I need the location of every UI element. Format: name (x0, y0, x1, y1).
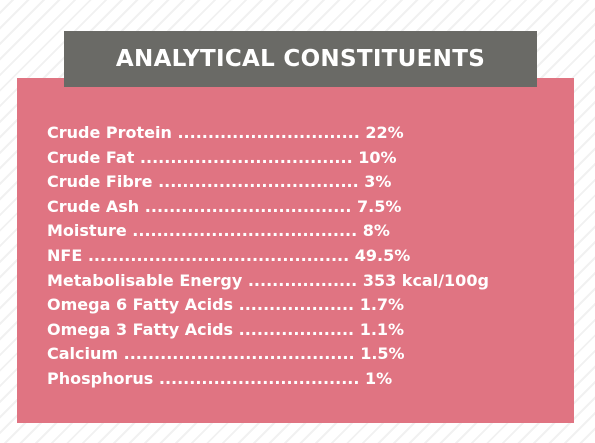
constituent-row-omega-6: Omega 6 Fatty Acids ................... … (47, 293, 489, 318)
constituent-label: Omega 6 Fatty Acids (47, 295, 234, 315)
constituent-label: Crude Fibre (47, 172, 153, 192)
constituent-label: Omega 3 Fatty Acids (47, 319, 234, 339)
constituent-value: 1.1% (359, 319, 405, 339)
constituent-row-crude-protein: Crude Protein ..........................… (47, 121, 489, 146)
page-title: ANALYTICAL CONSTITUENTS (115, 46, 486, 72)
constituent-value: 22% (365, 123, 404, 142)
constituent-label: Phosphorus (47, 368, 154, 388)
constituent-leader-dots: ................... (238, 319, 355, 339)
constituent-row-nfe: NFE ....................................… (47, 244, 489, 269)
constituent-leader-dots: .................. (247, 270, 358, 290)
constituent-value: 1.7% (359, 295, 405, 315)
constituent-leader-dots: .................................. (144, 196, 352, 216)
constituent-leader-dots: ................................... (139, 147, 353, 167)
constituent-label: Crude Ash (47, 196, 140, 216)
constituent-row-crude-fibre: Crude Fibre ............................… (47, 170, 489, 195)
constituent-label: Moisture (47, 221, 127, 241)
constituent-value: 7.5% (357, 196, 402, 216)
constituent-value: 10% (358, 147, 397, 167)
constituent-leader-dots: .............................. (177, 123, 360, 142)
constituent-leader-dots: ................................. (158, 172, 359, 192)
constituent-value: 8% (362, 221, 390, 241)
constituent-leader-dots: ..................................... (132, 221, 358, 241)
constituent-row-crude-ash: Crude Ash ..............................… (47, 195, 489, 220)
constituent-value: 49.5% (354, 245, 411, 265)
constituent-row-crude-fat: Crude Fat ..............................… (47, 146, 489, 171)
constituent-value: 353 kcal/100g (362, 270, 489, 290)
constituent-leader-dots: ........................................… (87, 245, 350, 265)
constituent-leader-dots: ...................................... (123, 344, 355, 364)
constituent-row-omega-3: Omega 3 Fatty Acids ................... … (47, 318, 489, 343)
title-banner: ANALYTICAL CONSTITUENTS (64, 31, 537, 87)
constituent-row-calcium: Calcium ................................… (47, 342, 489, 367)
constituent-value: 3% (364, 172, 392, 192)
constituent-row-phosphorus: Phosphorus .............................… (47, 367, 489, 392)
constituent-label: Crude Fat (47, 147, 135, 167)
constituent-label: Metabolisable Energy (47, 270, 243, 290)
constituent-value: 1% (365, 368, 393, 388)
constituent-label: Crude Protein (47, 123, 172, 142)
constituent-value: 1.5% (360, 344, 405, 364)
constituent-leader-dots: ................... (238, 295, 355, 315)
constituent-row-metabolisable-energy: Metabolisable Energy .................. … (47, 269, 489, 294)
constituent-label: Calcium (47, 344, 119, 364)
constituents-list: Crude Protein ..........................… (47, 121, 489, 392)
constituents-panel (17, 78, 574, 423)
constituent-row-moisture: Moisture ...............................… (47, 219, 489, 244)
constituent-leader-dots: ................................. (158, 368, 360, 388)
constituent-label: NFE (47, 245, 83, 265)
